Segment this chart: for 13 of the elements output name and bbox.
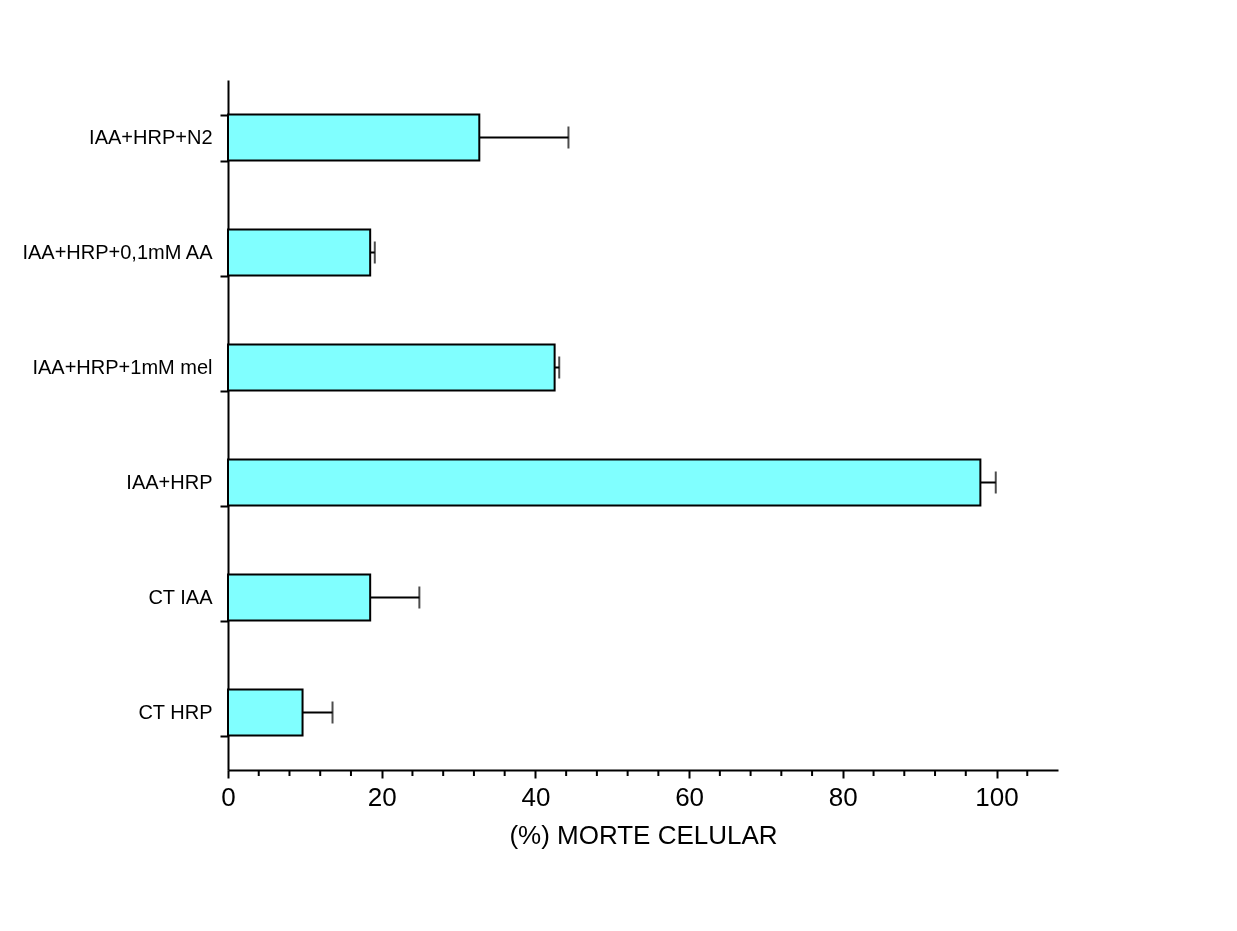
- x-axis-title: (%) MORTE CELULAR: [509, 819, 778, 850]
- y-tick-label: IAA+HRP+1mM mel: [32, 356, 213, 378]
- x-tick-label: 100: [975, 781, 1019, 812]
- y-tick-label: IAA+HRP+N2: [89, 126, 213, 148]
- x-tick-label: 40: [521, 781, 551, 812]
- x-tick-label: 60: [675, 781, 705, 812]
- y-tick-label: IAA+HRP: [126, 471, 213, 493]
- x-tick-label: 20: [367, 781, 397, 812]
- y-tick-label: IAA+HRP+0,1mM AA: [22, 241, 214, 263]
- y-tick-label: CT IAA: [148, 586, 214, 608]
- x-tick-label: 80: [828, 781, 858, 812]
- y-tick-label: CT HRP: [138, 701, 213, 723]
- x-tick-label: 0: [221, 781, 236, 812]
